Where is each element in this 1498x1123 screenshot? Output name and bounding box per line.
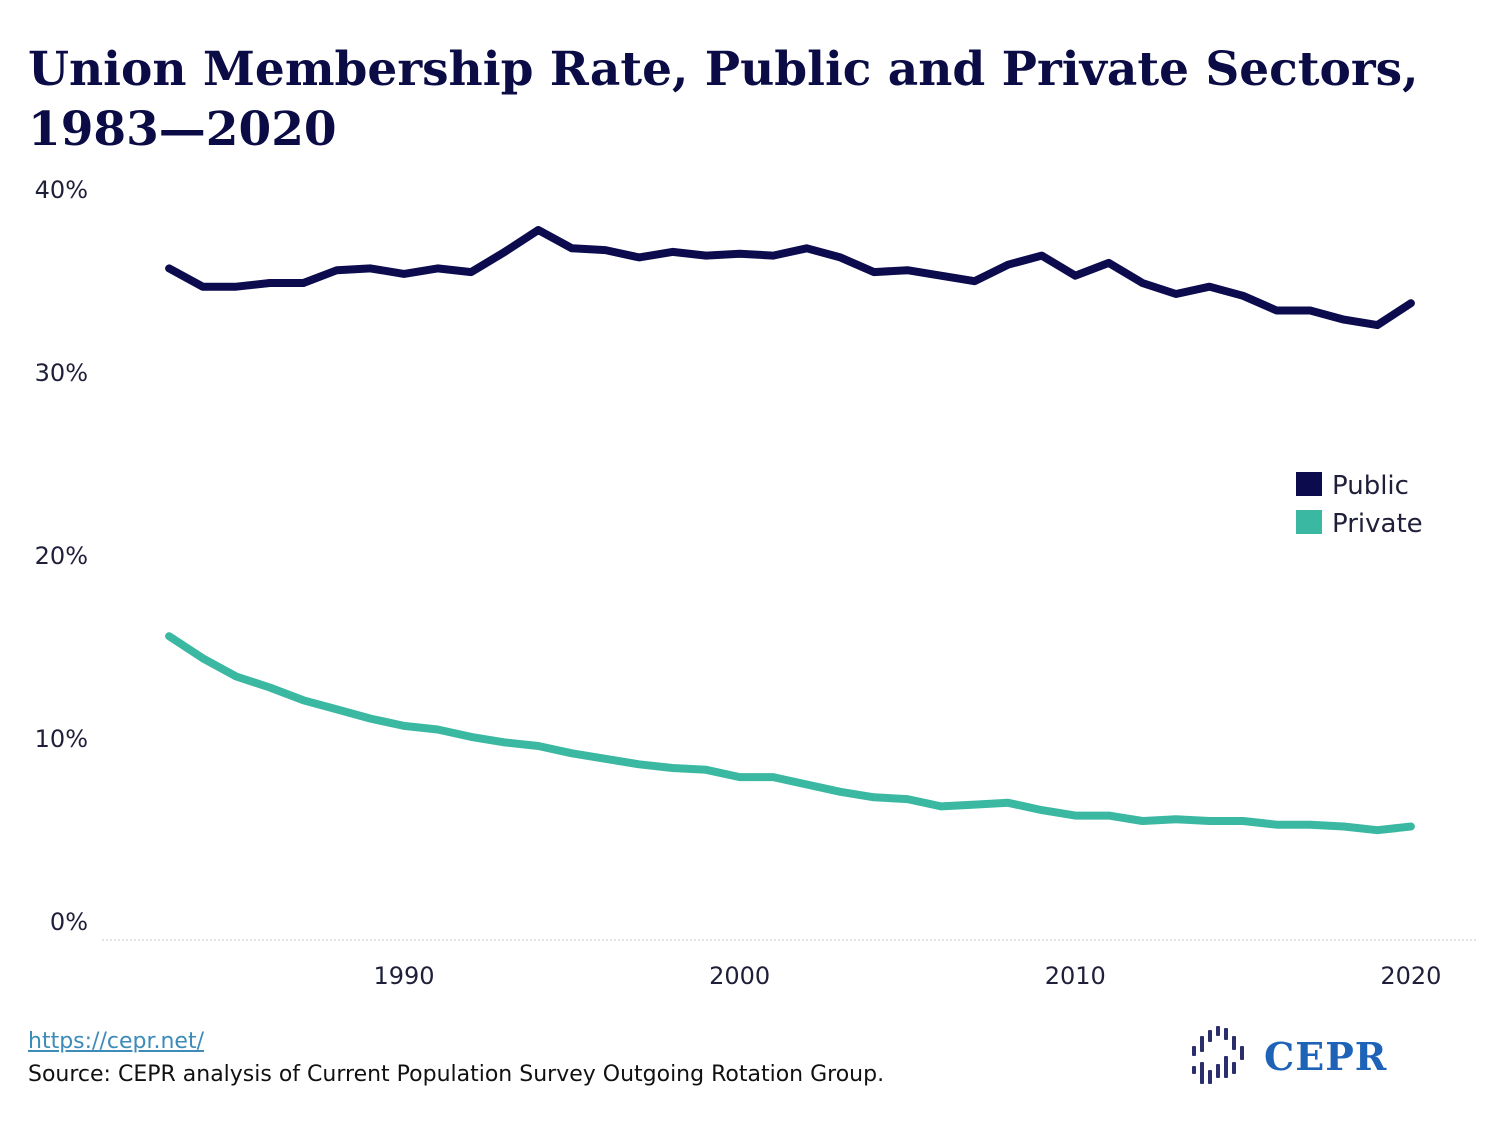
x-tick-label: 2020 — [1380, 962, 1441, 990]
series-line-private — [165, 632, 1415, 835]
y-tick-label: 0% — [50, 908, 88, 936]
series-layer — [165, 226, 1415, 835]
y-tick-label: 30% — [35, 359, 88, 387]
x-axis: 1990 2000 2010 2020 — [374, 962, 1442, 990]
x-tick-label: 2010 — [1045, 962, 1106, 990]
y-tick-label: 20% — [35, 542, 88, 570]
source-note: Source: CEPR analysis of Current Populat… — [28, 1062, 885, 1087]
cepr-logo-icon — [1192, 1026, 1244, 1084]
legend-swatch-private — [1296, 510, 1322, 534]
series-line-public — [165, 226, 1415, 330]
cepr-logo: CEPR — [1188, 1022, 1388, 1094]
legend-swatch-public — [1296, 472, 1322, 496]
y-axis: 0% 10% 20% 30% 40% — [35, 180, 1478, 941]
legend: Public Private — [1296, 471, 1423, 539]
line-chart: 0% 10% 20% 30% 40% 1990 2000 2010 2020 Public Pr… — [35, 180, 1478, 990]
y-tick-label: 10% — [35, 725, 88, 753]
legend-label-private: Private — [1332, 509, 1423, 539]
logo-text: CEPR — [1264, 1034, 1388, 1079]
y-tick-label: 40% — [35, 180, 88, 204]
x-tick-label: 2000 — [709, 962, 770, 990]
legend-label-public: Public — [1332, 471, 1409, 501]
x-tick-label: 1990 — [374, 962, 435, 990]
chart-title: Union Membership Rate, Public and Privat… — [28, 42, 1419, 157]
source-url-link[interactable]: https://cepr.net/ — [28, 1029, 204, 1054]
